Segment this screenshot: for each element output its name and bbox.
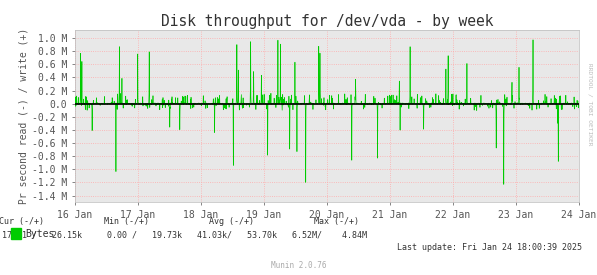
- Text: Munin 2.0.76: Munin 2.0.76: [271, 261, 326, 270]
- Text: 17.91 /   26.15k     0.00 /   19.73k   41.03k/   53.70k   6.52M/    4.84M: 17.91 / 26.15k 0.00 / 19.73k 41.03k/ 53.…: [0, 231, 367, 240]
- Text: Bytes: Bytes: [25, 229, 54, 239]
- Text: Last update: Fri Jan 24 18:00:39 2025: Last update: Fri Jan 24 18:00:39 2025: [397, 243, 582, 252]
- Title: Disk throughput for /dev/vda - by week: Disk throughput for /dev/vda - by week: [161, 14, 493, 29]
- Y-axis label: Pr second read (-) / write (+): Pr second read (-) / write (+): [19, 28, 29, 204]
- Text: Cur (-/+)            Min (-/+)            Avg (-/+)            Max (-/+): Cur (-/+) Min (-/+) Avg (-/+) Max (-/+): [0, 217, 359, 226]
- Text: RRDTOOL / TOBI OETIKER: RRDTOOL / TOBI OETIKER: [587, 63, 592, 146]
